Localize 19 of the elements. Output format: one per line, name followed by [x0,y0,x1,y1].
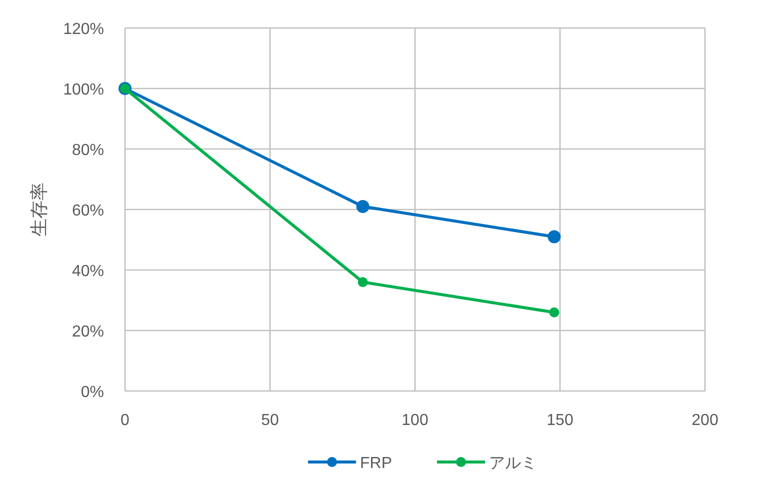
y-tick-label: 0% [80,384,104,401]
y-tick-label: 120% [63,21,104,38]
y-tick-label: 80% [72,142,104,159]
point [356,200,370,213]
x-tick-label: 0 [120,412,130,429]
point [548,230,561,244]
y-tick-label: 20% [72,324,104,340]
point [549,307,560,318]
x-tick-label: 50 [261,412,279,429]
x-tick-label: 100 [402,412,428,429]
x-tick-label: 150 [546,412,574,429]
y-tick-label: 40% [72,263,104,280]
y-tick-label: 60% [72,202,104,220]
y-axis-title: 生存率 [29,182,49,236]
x-tick-label: 200 [692,412,718,429]
legend-label: アルミ [489,455,537,472]
point [358,277,368,288]
legend-label: FRP [360,455,392,472]
y-tick-label: 100% [63,82,104,98]
